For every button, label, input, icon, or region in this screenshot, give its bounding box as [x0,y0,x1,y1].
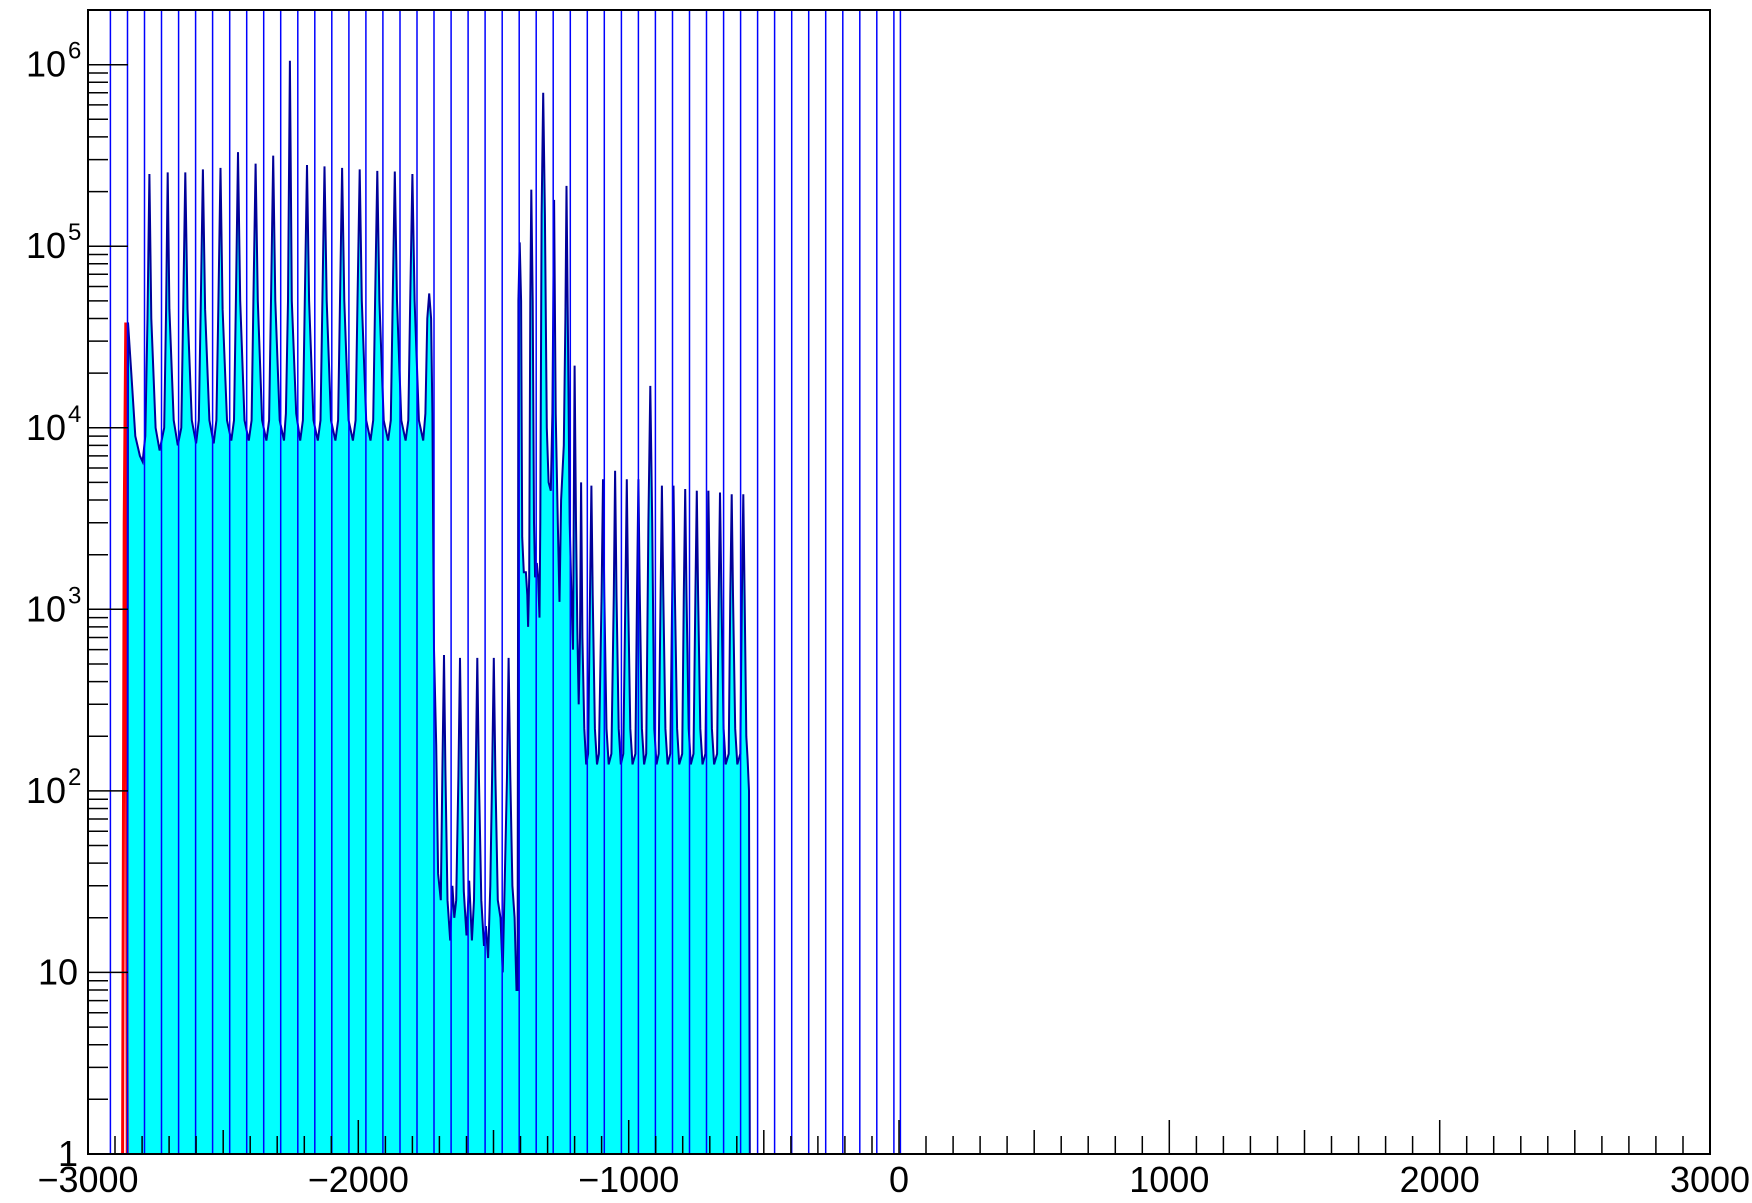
y-tick-label-base: 10 [26,588,66,629]
spectrum-area-fill [127,60,750,1154]
y-tick-label-base: 1 [58,1133,78,1174]
y-tick-label: 10 5 [26,219,81,266]
y-tick-label-base: 10 [26,770,66,811]
y-tick-label: 10 3 [26,582,81,629]
y-tick-label-base: 10 [38,951,78,992]
y-tick-label: 10 2 [26,764,81,811]
y-tick-label: 10 6 [26,38,81,85]
y-tick-label-base: 10 [26,44,66,85]
y-tick-label-base: 10 [26,407,66,448]
x-tick-label: −2000 [308,1159,409,1200]
y-tick-label: 10 [38,951,78,992]
y-tick-label-exponent: 3 [68,582,81,609]
x-tick-label: 0 [889,1159,909,1200]
y-tick-label: 1 [58,1133,78,1174]
y-tick-label-base: 10 [26,225,66,266]
y-tick-label: 10 4 [26,401,81,448]
x-tick-label: 2000 [1400,1159,1480,1200]
x-tick-label: −3000 [37,1159,138,1200]
y-tick-label-exponent: 6 [68,38,81,65]
highlight-peak-line [121,322,129,1155]
y-tick-label-exponent: 4 [68,401,81,428]
vertical-marker-layer [109,10,902,1154]
y-tick-label-exponent: 5 [68,219,81,246]
x-tick-label: 1000 [1129,1159,1209,1200]
x-tick-label: −1000 [578,1159,679,1200]
y-tick-label-exponent: 2 [68,764,81,791]
x-tick-label: 3000 [1670,1159,1750,1200]
